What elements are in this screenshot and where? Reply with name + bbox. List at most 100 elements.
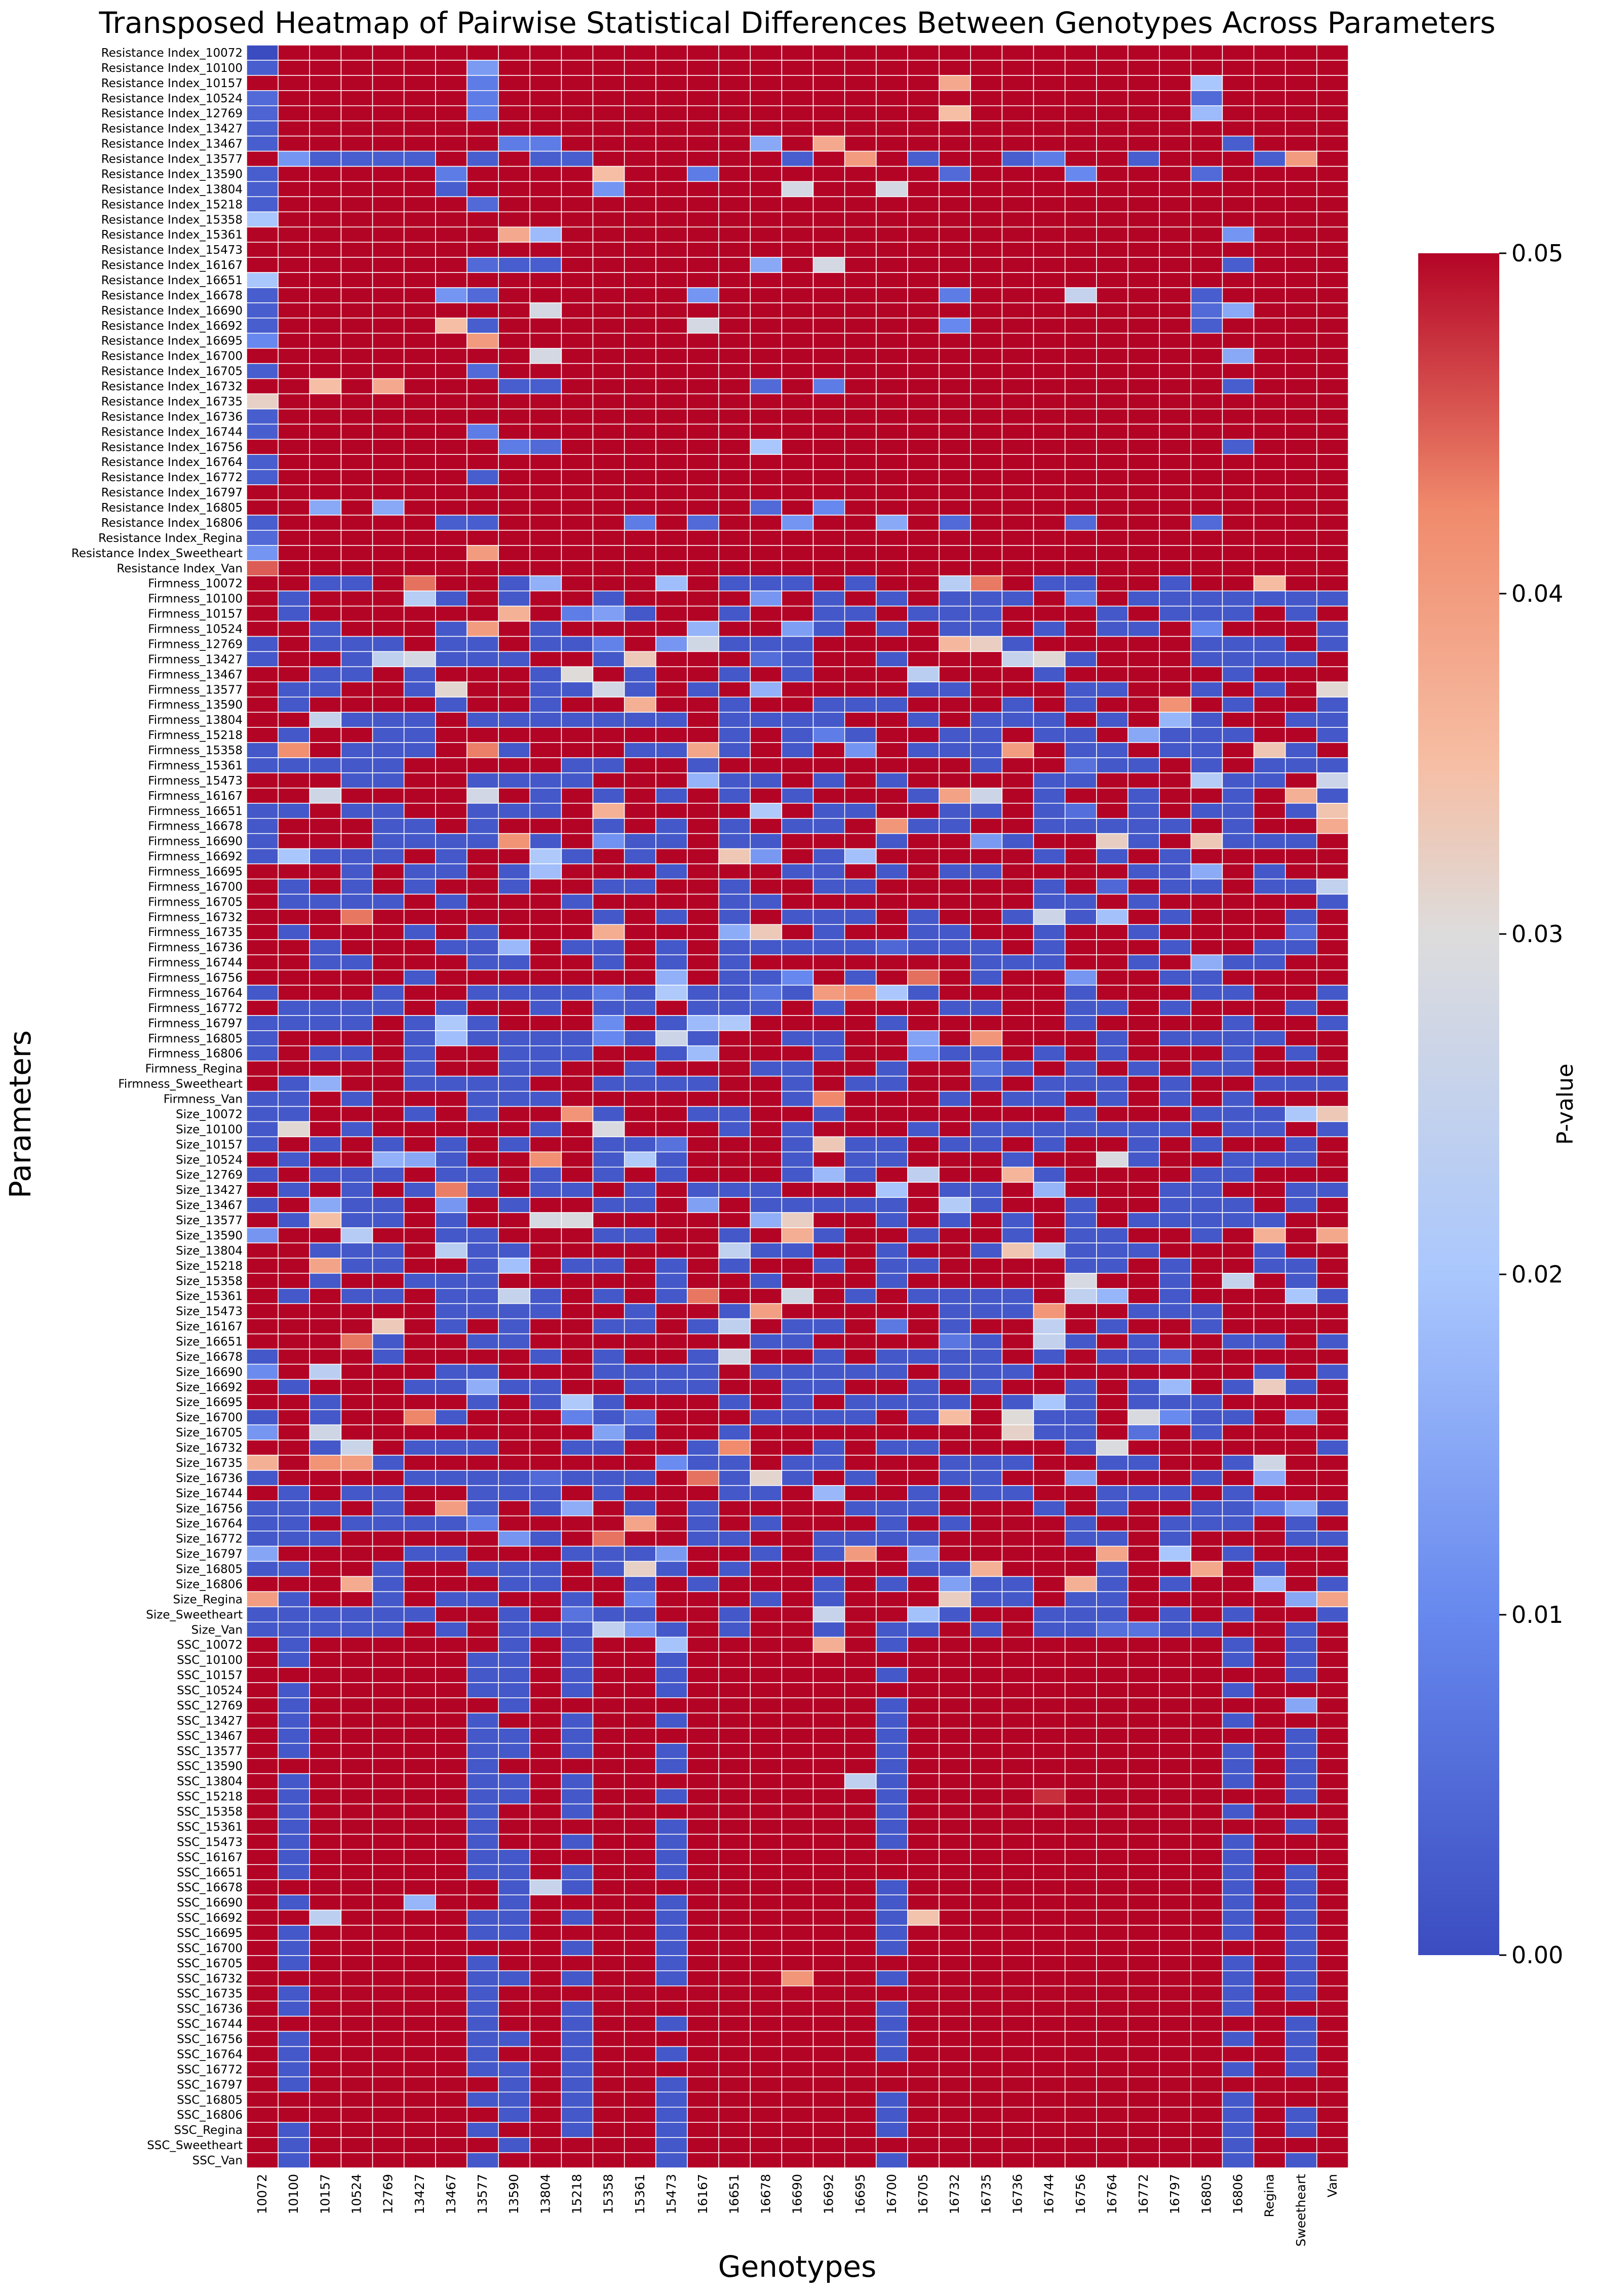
heatmap-cell	[340, 1970, 373, 1987]
heatmap-cell	[1001, 696, 1034, 713]
heatmap-cell	[812, 1986, 845, 2002]
heatmap-cell	[309, 393, 342, 410]
heatmap-cell	[655, 1713, 688, 1729]
heatmap-cell	[340, 1621, 373, 1638]
heatmap-cell	[939, 469, 971, 485]
heatmap-cell	[246, 833, 279, 849]
heatmap-cell	[1001, 272, 1034, 288]
heatmap-cell	[435, 1682, 468, 1698]
heatmap-cell	[781, 1060, 814, 1077]
heatmap-cell	[561, 318, 594, 334]
heatmap-cell	[529, 833, 562, 849]
heatmap-cell	[1284, 1424, 1317, 1441]
heatmap-cell	[970, 484, 1003, 500]
heatmap-cell	[1033, 1333, 1066, 1350]
heatmap-cell	[246, 1818, 279, 1835]
heatmap-cell	[1033, 2015, 1066, 2032]
heatmap-cell	[970, 924, 1003, 940]
heatmap-cell	[246, 909, 279, 925]
heatmap-cell	[1253, 1151, 1286, 1168]
heatmap-cell	[435, 439, 468, 455]
row-label: Resistance Index_13577	[101, 153, 243, 166]
heatmap-cell	[403, 1576, 436, 1592]
heatmap-cell	[1284, 863, 1317, 880]
heatmap-cell	[812, 2152, 845, 2168]
heatmap-cell	[1001, 788, 1034, 804]
heatmap-cell	[1033, 257, 1066, 273]
heatmap-cell	[340, 1318, 373, 1335]
heatmap-cell	[246, 1849, 279, 1865]
heatmap-cell	[498, 90, 531, 106]
heatmap-cell	[844, 2076, 877, 2093]
heatmap-cell	[1159, 318, 1192, 334]
heatmap-cell	[907, 1728, 940, 1744]
heatmap-cell	[1159, 1743, 1192, 1759]
heatmap-cell	[655, 2137, 688, 2153]
heatmap-cell	[1033, 333, 1066, 349]
heatmap-cell	[1284, 120, 1317, 137]
heatmap-cell	[278, 2015, 310, 2032]
heatmap-cell	[907, 454, 940, 470]
heatmap-cell	[876, 1288, 908, 1304]
heatmap-cell	[372, 423, 405, 440]
heatmap-cell	[309, 287, 342, 303]
heatmap-cell	[372, 1424, 405, 1441]
heatmap-cell	[1033, 1758, 1066, 1774]
heatmap-cell	[1316, 1925, 1349, 1941]
heatmap-cell	[1284, 1561, 1317, 1577]
heatmap-cell	[1033, 1197, 1066, 1213]
heatmap-cell	[1316, 484, 1349, 500]
heatmap-cell	[844, 1621, 877, 1638]
heatmap-cell	[1159, 1227, 1192, 1243]
heatmap-cell	[246, 211, 279, 227]
heatmap-cell	[970, 302, 1003, 319]
heatmap-cell	[781, 181, 814, 198]
heatmap-cell	[1033, 1212, 1066, 1228]
heatmap-cell	[561, 1258, 594, 1274]
heatmap-cell	[498, 2031, 531, 2047]
heatmap-cell	[1222, 484, 1255, 500]
heatmap-cell	[1190, 772, 1223, 789]
heatmap-cell	[624, 1713, 656, 1729]
heatmap-cell	[1159, 1015, 1192, 1031]
heatmap-cell	[435, 1424, 468, 1441]
heatmap-cell	[844, 666, 877, 683]
heatmap-cell	[592, 1242, 625, 1259]
heatmap-cell	[624, 605, 656, 622]
row-label: Firmness_16736	[148, 941, 243, 954]
heatmap-cell	[718, 1682, 751, 1698]
heatmap-cell	[561, 1955, 594, 1971]
heatmap-cell	[561, 1515, 594, 1532]
heatmap-cell	[529, 1637, 562, 1653]
heatmap-cell	[435, 2046, 468, 2062]
heatmap-cell	[624, 363, 656, 379]
heatmap-cell	[655, 2015, 688, 2032]
heatmap-cell	[592, 1697, 625, 1714]
heatmap-cell	[655, 1728, 688, 1744]
heatmap-cell	[278, 1986, 310, 2002]
heatmap-cell	[278, 1910, 310, 1926]
heatmap-cell	[1316, 1030, 1349, 1046]
row-label: Resistance Index_16705	[101, 365, 243, 378]
heatmap-cell	[781, 969, 814, 986]
heatmap-cell	[340, 530, 373, 546]
heatmap-cell	[876, 575, 908, 592]
heatmap-cell	[340, 1500, 373, 1516]
heatmap-cell	[1284, 1166, 1317, 1183]
heatmap-cell	[592, 1166, 625, 1183]
heatmap-cell	[1253, 1333, 1286, 1350]
heatmap-cell	[309, 1864, 342, 1880]
heatmap-cell	[561, 1818, 594, 1835]
heatmap-cell	[970, 1667, 1003, 1683]
row-label: Resistance Index_13467	[101, 138, 243, 151]
heatmap-cell	[278, 1485, 310, 1501]
heatmap-cell	[970, 1258, 1003, 1274]
heatmap-cell	[1222, 1652, 1255, 1668]
row-label: Firmness_16692	[148, 850, 243, 864]
heatmap-cell	[624, 378, 656, 395]
heatmap-cell	[372, 1515, 405, 1532]
heatmap-cell	[340, 666, 373, 683]
heatmap-cell	[403, 969, 436, 986]
heatmap-cell	[624, 1970, 656, 1987]
heatmap-cell	[1127, 1713, 1160, 1729]
